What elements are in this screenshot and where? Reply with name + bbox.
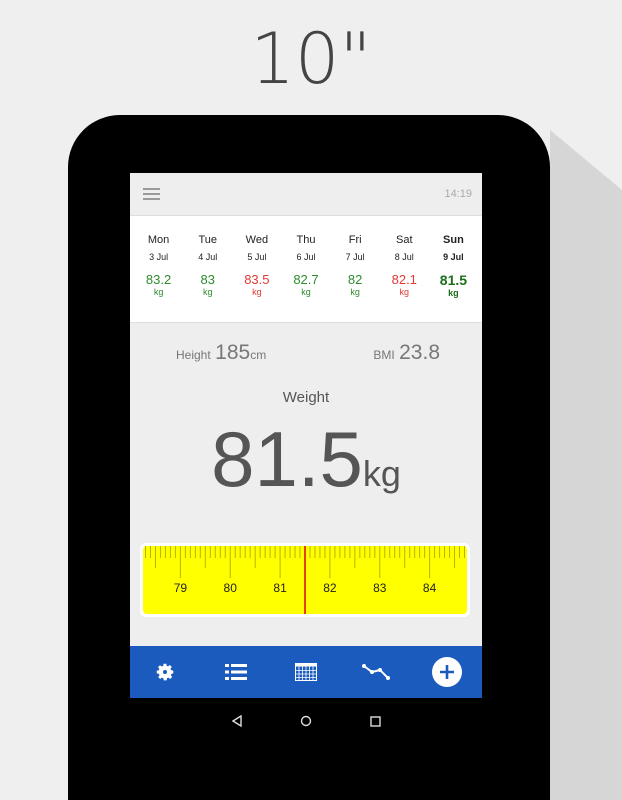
day-weight: 81.5 [439, 272, 468, 288]
ruler-label: 84 [423, 581, 437, 595]
weight-ruler[interactable]: 79 80 81 82 83 84 [140, 543, 470, 617]
day-thu[interactable]: Thu 6 Jul 82.7 kg [281, 216, 330, 322]
height-value: 185 [215, 341, 251, 364]
day-weight: 83.2 [145, 272, 172, 287]
bmi-stat: BMI 23.8 [373, 341, 440, 365]
chart-line-icon [362, 664, 391, 680]
day-date: 9 Jul [443, 252, 464, 262]
day-unit: kg [350, 287, 360, 297]
day-mon[interactable]: Mon 3 Jul 83.2 kg [134, 216, 183, 322]
day-weight: 83 [200, 272, 215, 287]
history-button[interactable] [221, 657, 251, 687]
day-date: 8 Jul [394, 252, 414, 262]
height-label: Height [176, 348, 211, 362]
stats-row: Height 185cm BMI 23.8 [130, 323, 482, 365]
day-name: Fri [348, 234, 362, 246]
day-sat[interactable]: Sat 8 Jul 82.1 kg [380, 216, 429, 322]
day-date: 4 Jul [198, 252, 218, 262]
day-name: Sun [443, 234, 464, 246]
bottom-nav [130, 646, 482, 698]
recents-icon[interactable] [369, 715, 381, 727]
day-name: Sat [396, 234, 413, 246]
day-tue[interactable]: Tue 4 Jul 83 kg [183, 216, 232, 322]
day-weight: 82.7 [293, 272, 319, 287]
day-date: 5 Jul [247, 252, 267, 262]
day-unit: kg [448, 288, 459, 298]
settings-button[interactable] [150, 657, 180, 687]
system-nav [130, 698, 482, 744]
day-sun[interactable]: Sun 9 Jul 81.5 kg [429, 216, 478, 322]
height-stat: Height 185cm [176, 341, 266, 365]
ruler-label: 82 [323, 581, 337, 595]
menu-icon[interactable] [143, 185, 160, 203]
clock: 14:19 [444, 188, 472, 200]
device-shadow [550, 130, 622, 800]
device-size-caption: 10" [250, 18, 372, 100]
add-icon [431, 657, 462, 687]
weight-display: 81.5kg [130, 414, 482, 505]
day-weight: 83.5 [244, 272, 270, 287]
week-strip: Mon 3 Jul 83.2 kg Tue 4 Jul 83 kg Wed 5 Jul 83.5 kg… [130, 216, 482, 323]
ruler-label: 81 [273, 581, 287, 595]
height-unit: cm [250, 348, 267, 362]
day-unit: kg [399, 287, 410, 297]
day-weight: 82 [347, 272, 363, 287]
day-unit: kg [153, 287, 164, 297]
day-fri[interactable]: Fri 7 Jul 82 kg [331, 216, 380, 322]
list-icon [224, 664, 247, 680]
back-icon[interactable] [231, 715, 242, 727]
ruler-label: 79 [174, 581, 188, 595]
weight-value: 81.5 [211, 415, 363, 503]
day-date: 3 Jul [149, 252, 169, 262]
bmi-label: BMI [373, 348, 395, 362]
bmi-value: 23.8 [399, 341, 440, 364]
day-name: Wed [245, 234, 269, 246]
weight-label: Weight [282, 389, 330, 406]
add-entry-button[interactable] [431, 657, 462, 687]
day-date: 7 Jul [345, 252, 365, 262]
chart-button[interactable] [361, 657, 391, 687]
ruler-label: 80 [224, 581, 238, 595]
day-weight: 82.1 [391, 272, 417, 287]
calendar-button[interactable] [291, 657, 321, 687]
ruler-label: 83 [373, 581, 387, 595]
day-wed[interactable]: Wed 5 Jul 83.5 kg [232, 216, 281, 322]
day-name: Thu [296, 234, 316, 246]
status-bar: 14:19 [130, 173, 482, 216]
home-icon[interactable] [300, 715, 312, 727]
day-name: Mon [147, 234, 170, 246]
ruler-tape[interactable]: 79 80 81 82 83 84 [143, 546, 467, 614]
app-screen: 14:19 Mon 3 Jul 83.2 kg Tue 4 Jul 83 kg Wed 5 Jul… [130, 173, 482, 698]
day-name: Tue [198, 234, 217, 246]
gear-icon [156, 663, 174, 681]
calendar-icon [294, 663, 317, 681]
weight-unit: kg [362, 453, 401, 494]
day-date: 6 Jul [296, 252, 316, 262]
day-unit: kg [202, 287, 213, 297]
day-unit: kg [301, 287, 311, 297]
day-unit: kg [252, 287, 262, 297]
